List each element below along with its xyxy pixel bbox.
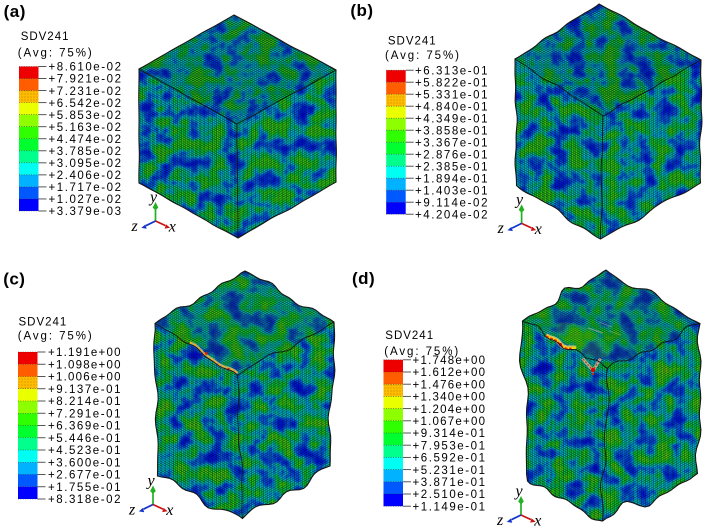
svg-text:(c): (c) bbox=[3, 270, 25, 289]
svg-text:z: z bbox=[496, 512, 504, 529]
svg-text:+2.677e-01: +2.677e-01 bbox=[48, 470, 121, 482]
svg-text:+1.204e+00: +1.204e+00 bbox=[413, 404, 486, 416]
svg-text:+3.379e-03: +3.379e-03 bbox=[49, 206, 122, 218]
svg-text:(Avg: 75%): (Avg: 75%) bbox=[18, 331, 92, 343]
svg-text:(b): (b) bbox=[350, 1, 373, 20]
svg-text:+3.600e-01: +3.600e-01 bbox=[48, 457, 121, 469]
svg-text:+5.231e-01: +5.231e-01 bbox=[413, 465, 486, 477]
svg-text:+9.137e-01: +9.137e-01 bbox=[48, 384, 121, 396]
svg-text:+5.163e-02: +5.163e-02 bbox=[49, 122, 122, 134]
svg-text:+2.876e-01: +2.876e-01 bbox=[415, 149, 488, 161]
svg-text:+6.592e-01: +6.592e-01 bbox=[413, 453, 486, 465]
svg-text:+3.858e-01: +3.858e-01 bbox=[415, 125, 488, 137]
svg-text:+3.095e-02: +3.095e-02 bbox=[49, 158, 122, 170]
svg-text:+4.523e-01: +4.523e-01 bbox=[48, 445, 121, 457]
svg-text:+1.612e+00: +1.612e+00 bbox=[413, 367, 486, 379]
svg-text:+8.610e-02: +8.610e-02 bbox=[49, 62, 122, 74]
svg-text:+8.318e-02: +8.318e-02 bbox=[48, 494, 121, 506]
svg-text:+1.340e+00: +1.340e+00 bbox=[413, 392, 486, 404]
svg-text:+1.894e-01: +1.894e-01 bbox=[415, 173, 488, 185]
svg-text:+3.367e-01: +3.367e-01 bbox=[415, 137, 488, 149]
svg-text:SDV241: SDV241 bbox=[388, 36, 436, 48]
svg-text:y: y bbox=[148, 189, 158, 206]
svg-text:(Avg: 75%): (Avg: 75%) bbox=[18, 48, 92, 60]
svg-text:+9.314e-01: +9.314e-01 bbox=[413, 428, 486, 440]
svg-text:+4.204e-02: +4.204e-02 bbox=[415, 209, 488, 221]
svg-text:+6.313e-01: +6.313e-01 bbox=[415, 65, 488, 77]
svg-text:+5.853e-02: +5.853e-02 bbox=[49, 110, 122, 122]
svg-text:+4.349e-01: +4.349e-01 bbox=[415, 113, 488, 125]
svg-text:z: z bbox=[497, 220, 505, 237]
svg-text:+6.542e-02: +6.542e-02 bbox=[49, 98, 122, 110]
svg-text:+7.953e-01: +7.953e-01 bbox=[413, 440, 486, 452]
svg-text:+4.474e-02: +4.474e-02 bbox=[49, 134, 122, 146]
svg-text:+1.755e-01: +1.755e-01 bbox=[48, 482, 121, 494]
svg-text:x: x bbox=[168, 218, 176, 235]
svg-text:+2.510e-01: +2.510e-01 bbox=[413, 489, 486, 501]
svg-text:+5.331e-01: +5.331e-01 bbox=[415, 89, 488, 101]
svg-text:(Avg: 75%): (Avg: 75%) bbox=[385, 50, 459, 62]
svg-text:+2.406e-02: +2.406e-02 bbox=[49, 170, 122, 182]
svg-text:+3.785e-02: +3.785e-02 bbox=[49, 146, 122, 158]
svg-text:+1.098e+00: +1.098e+00 bbox=[48, 359, 121, 371]
svg-text:+7.231e-02: +7.231e-02 bbox=[49, 86, 122, 98]
svg-text:x: x bbox=[534, 221, 542, 238]
svg-text:y: y bbox=[514, 192, 524, 209]
svg-text:+7.291e-01: +7.291e-01 bbox=[48, 408, 121, 420]
svg-text:+5.446e-01: +5.446e-01 bbox=[48, 433, 121, 445]
svg-text:SDV241: SDV241 bbox=[21, 31, 69, 43]
svg-text:+1.717e-02: +1.717e-02 bbox=[49, 182, 122, 194]
svg-text:+2.385e-01: +2.385e-01 bbox=[415, 161, 488, 173]
svg-text:x: x bbox=[533, 512, 541, 529]
svg-text:+9.114e-02: +9.114e-02 bbox=[415, 197, 488, 209]
svg-text:y: y bbox=[145, 473, 155, 490]
svg-text:+1.476e+00: +1.476e+00 bbox=[413, 379, 486, 391]
svg-text:z: z bbox=[131, 218, 139, 235]
svg-text:SDV241: SDV241 bbox=[385, 330, 433, 342]
svg-text:+1.191e+00: +1.191e+00 bbox=[48, 347, 121, 359]
svg-text:+1.403e-01: +1.403e-01 bbox=[415, 185, 488, 197]
svg-text:+1.748e+00: +1.748e+00 bbox=[413, 355, 486, 367]
svg-text:+6.369e-01: +6.369e-01 bbox=[48, 421, 121, 433]
svg-text:(a): (a) bbox=[4, 2, 26, 21]
svg-text:+1.149e-01: +1.149e-01 bbox=[413, 501, 486, 513]
svg-text:+8.214e-01: +8.214e-01 bbox=[48, 396, 121, 408]
svg-text:(d): (d) bbox=[352, 269, 375, 288]
svg-text:y: y bbox=[513, 483, 523, 500]
svg-text:z: z bbox=[128, 501, 136, 518]
svg-text:SDV241: SDV241 bbox=[19, 317, 67, 329]
svg-text:+1.006e+00: +1.006e+00 bbox=[48, 372, 121, 384]
svg-text:x: x bbox=[165, 502, 173, 519]
svg-text:+4.840e-01: +4.840e-01 bbox=[415, 101, 488, 113]
svg-text:+1.067e+00: +1.067e+00 bbox=[413, 416, 486, 428]
svg-text:+1.027e-02: +1.027e-02 bbox=[49, 194, 122, 206]
svg-text:+3.871e-01: +3.871e-01 bbox=[413, 477, 486, 489]
svg-text:+7.921e-02: +7.921e-02 bbox=[49, 74, 122, 86]
svg-text:+5.822e-01: +5.822e-01 bbox=[415, 77, 488, 89]
svg-text:(Avg: 75%): (Avg: 75%) bbox=[384, 346, 458, 358]
